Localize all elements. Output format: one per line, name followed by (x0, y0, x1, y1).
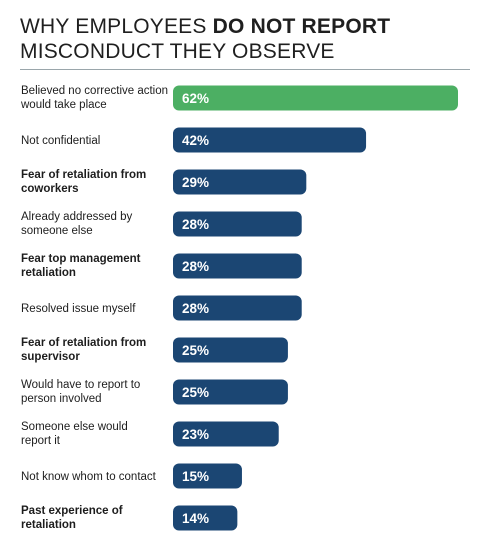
category-label-line: Would have to report to (21, 379, 140, 391)
bar (173, 169, 307, 195)
category-label-line: Believed no corrective action (21, 85, 168, 97)
category-label-line: Fear of retaliation from (21, 337, 146, 349)
bar-value-label: 23% (182, 427, 209, 442)
category-label: Fear of retaliation from supervisor (21, 337, 146, 363)
category-label-line: Fear of retaliation from (21, 169, 146, 181)
bar (173, 379, 288, 405)
category-label-line: report it (21, 435, 61, 447)
bar-value-label: 25% (182, 385, 209, 400)
bar (173, 127, 367, 153)
category-label-line: Not confidential (21, 135, 100, 147)
category-label-line: Fear top management (21, 253, 141, 265)
category-label: Already addressed by someone else (21, 211, 132, 237)
title-divider (20, 69, 470, 70)
category-label-line: coworkers (21, 183, 79, 195)
category-label: Believed no corrective action would take … (20, 85, 168, 111)
category-label-line: retaliation (21, 267, 76, 279)
bar-value-label: 29% (182, 175, 209, 190)
title-suffix: MISCONDUCT THEY OBSERVE (20, 40, 335, 63)
title-prefix: WHY EMPLOYEES (20, 15, 213, 38)
category-label-line: Resolved issue myself (21, 303, 136, 315)
category-label: Not know whom to contact (21, 471, 157, 483)
category-label: Fear of retaliation from coworkers (21, 169, 146, 195)
category-label-line: would take place (20, 99, 107, 111)
category-label: Resolved issue myself (21, 303, 136, 315)
bar (173, 295, 302, 321)
bar-value-label: 25% (182, 343, 209, 358)
category-label-line: Past experience of (21, 505, 123, 517)
category-label-line: Someone else would (21, 421, 128, 433)
bar-value-label: 14% (182, 511, 209, 526)
category-label-line: Already addressed by (21, 211, 132, 223)
category-label-line: person involved (21, 393, 102, 405)
bar (173, 505, 238, 531)
bar-value-label: 28% (182, 259, 209, 274)
bar-value-label: 62% (182, 91, 209, 106)
bar (173, 85, 458, 111)
bar (173, 463, 242, 489)
category-label-line: Not know whom to contact (21, 471, 157, 483)
category-label: Would have to report to person involved (21, 379, 140, 405)
category-label: Past experience of retaliation (21, 505, 123, 531)
category-label-line: retaliation (21, 519, 76, 531)
bar (173, 421, 279, 447)
bar-value-label: 42% (182, 133, 209, 148)
bar-value-label: 15% (182, 469, 209, 484)
bar (173, 211, 302, 237)
bar-value-label: 28% (182, 217, 209, 232)
title-emphasis: DO NOT REPORT (212, 15, 391, 38)
category-label-line: someone else (21, 225, 93, 237)
chart-title: WHY EMPLOYEES DO NOT REPORT MISCONDUCT T… (20, 14, 490, 64)
category-label-line: supervisor (21, 351, 80, 363)
bar-value-label: 28% (182, 301, 209, 316)
category-label: Someone else would report it (21, 421, 128, 447)
bar (173, 337, 288, 363)
category-label: Not confidential (21, 135, 100, 147)
bar (173, 253, 302, 279)
category-label: Fear top management retaliation (21, 253, 141, 279)
